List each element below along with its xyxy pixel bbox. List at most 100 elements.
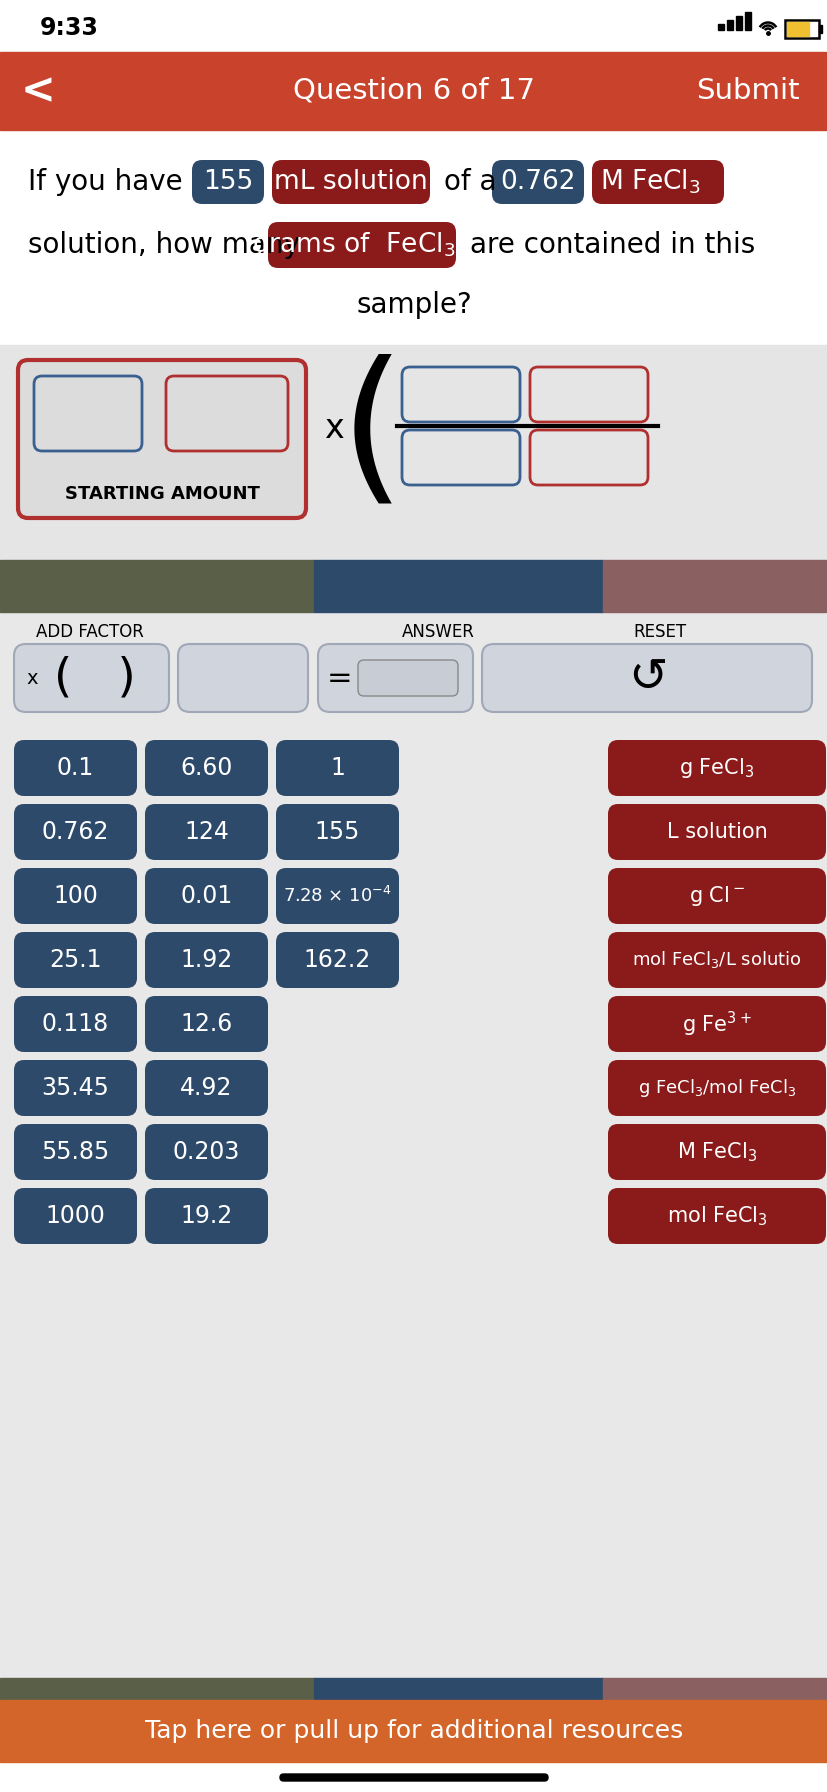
Text: STARTING AMOUNT: STARTING AMOUNT <box>65 486 259 504</box>
FancyBboxPatch shape <box>607 996 825 1052</box>
FancyBboxPatch shape <box>607 932 825 987</box>
Text: mol FeCl$_3$: mol FeCl$_3$ <box>666 1204 767 1228</box>
Text: are contained in this: are contained in this <box>470 231 754 260</box>
Bar <box>717 23 723 30</box>
FancyBboxPatch shape <box>145 1061 268 1116</box>
Text: 0.01: 0.01 <box>180 883 232 909</box>
Text: 55.85: 55.85 <box>41 1140 109 1165</box>
FancyBboxPatch shape <box>275 867 399 925</box>
Bar <box>313 559 602 613</box>
Text: <: < <box>21 70 55 111</box>
Text: mol FeCl$_3$/L solutio: mol FeCl$_3$/L solutio <box>632 950 801 971</box>
FancyBboxPatch shape <box>145 867 268 925</box>
Text: M FeCl$_3$: M FeCl$_3$ <box>676 1140 756 1163</box>
Text: grams of  FeCl$_3$: grams of FeCl$_3$ <box>252 229 455 260</box>
Text: ADD FACTOR: ADD FACTOR <box>36 624 144 642</box>
FancyBboxPatch shape <box>275 805 399 860</box>
FancyBboxPatch shape <box>145 805 268 860</box>
FancyBboxPatch shape <box>145 932 268 987</box>
Bar <box>0 729 827 1679</box>
Text: 100: 100 <box>53 883 98 909</box>
FancyBboxPatch shape <box>272 159 429 204</box>
Text: g Fe$^{3+}$: g Fe$^{3+}$ <box>681 1009 751 1039</box>
Bar <box>602 1677 825 1701</box>
Text: g FeCl$_3$/mol FeCl$_3$: g FeCl$_3$/mol FeCl$_3$ <box>637 1077 796 1098</box>
Text: 162.2: 162.2 <box>304 948 370 971</box>
Bar <box>784 20 818 38</box>
FancyBboxPatch shape <box>145 1188 268 1244</box>
Bar <box>735 16 741 30</box>
Text: 155: 155 <box>314 821 360 844</box>
FancyBboxPatch shape <box>14 1188 136 1244</box>
FancyBboxPatch shape <box>165 376 288 452</box>
Bar <box>602 559 825 613</box>
FancyBboxPatch shape <box>275 740 399 796</box>
Text: 0.1: 0.1 <box>57 756 94 780</box>
Text: M FeCl$_3$: M FeCl$_3$ <box>599 168 700 197</box>
FancyBboxPatch shape <box>178 643 308 711</box>
Bar <box>726 20 732 30</box>
Text: sample?: sample? <box>356 290 471 319</box>
Text: =: = <box>327 663 352 692</box>
FancyBboxPatch shape <box>268 222 456 269</box>
FancyBboxPatch shape <box>14 643 169 711</box>
FancyBboxPatch shape <box>145 740 268 796</box>
FancyBboxPatch shape <box>34 376 141 452</box>
Bar <box>818 25 821 32</box>
FancyBboxPatch shape <box>318 643 472 711</box>
FancyBboxPatch shape <box>145 996 268 1052</box>
Text: ↺: ↺ <box>628 656 667 701</box>
Text: solution, how many: solution, how many <box>28 231 299 260</box>
FancyBboxPatch shape <box>402 430 519 486</box>
FancyBboxPatch shape <box>607 1124 825 1179</box>
Bar <box>0 131 827 346</box>
FancyBboxPatch shape <box>357 659 457 695</box>
Text: 4.92: 4.92 <box>180 1075 232 1100</box>
Bar <box>786 22 808 36</box>
FancyBboxPatch shape <box>402 367 519 421</box>
Text: L solution: L solution <box>666 823 767 842</box>
Text: g Cl$^-$: g Cl$^-$ <box>688 883 744 909</box>
Text: (: ( <box>339 353 404 516</box>
FancyBboxPatch shape <box>18 360 306 518</box>
FancyBboxPatch shape <box>607 867 825 925</box>
FancyBboxPatch shape <box>145 1124 268 1179</box>
FancyBboxPatch shape <box>607 740 825 796</box>
Text: 0.203: 0.203 <box>173 1140 240 1165</box>
Text: 1: 1 <box>330 756 345 780</box>
Text: 1000: 1000 <box>45 1204 105 1228</box>
Text: mL solution: mL solution <box>274 168 428 195</box>
Text: x: x <box>323 412 343 444</box>
Text: 0.762: 0.762 <box>41 821 109 844</box>
Bar <box>0 1677 313 1701</box>
Text: 19.2: 19.2 <box>180 1204 232 1228</box>
FancyBboxPatch shape <box>14 1061 136 1116</box>
FancyBboxPatch shape <box>14 996 136 1052</box>
FancyBboxPatch shape <box>491 159 583 204</box>
Text: Question 6 of 17: Question 6 of 17 <box>293 77 534 106</box>
Text: 7.28 $\times$ 10$^{-4}$: 7.28 $\times$ 10$^{-4}$ <box>283 885 391 907</box>
Text: of a: of a <box>443 168 496 195</box>
Text: If you have: If you have <box>28 168 183 195</box>
FancyBboxPatch shape <box>192 159 264 204</box>
Text: x: x <box>26 668 38 688</box>
Bar <box>0 1701 827 1762</box>
FancyBboxPatch shape <box>529 430 648 486</box>
Text: 155: 155 <box>203 168 253 195</box>
Text: 1.92: 1.92 <box>180 948 232 971</box>
Text: ANSWER: ANSWER <box>401 624 474 642</box>
Text: RESET: RESET <box>633 624 686 642</box>
Text: g FeCl$_3$: g FeCl$_3$ <box>678 756 753 780</box>
Bar <box>0 52 827 131</box>
FancyBboxPatch shape <box>275 932 399 987</box>
FancyBboxPatch shape <box>607 1188 825 1244</box>
Text: 0.762: 0.762 <box>500 168 575 195</box>
FancyBboxPatch shape <box>607 1061 825 1116</box>
Text: 12.6: 12.6 <box>180 1012 232 1036</box>
FancyBboxPatch shape <box>591 159 723 204</box>
FancyBboxPatch shape <box>14 1124 136 1179</box>
FancyBboxPatch shape <box>529 367 648 421</box>
Bar <box>0 559 313 613</box>
FancyBboxPatch shape <box>14 867 136 925</box>
Text: Submit: Submit <box>696 77 799 106</box>
